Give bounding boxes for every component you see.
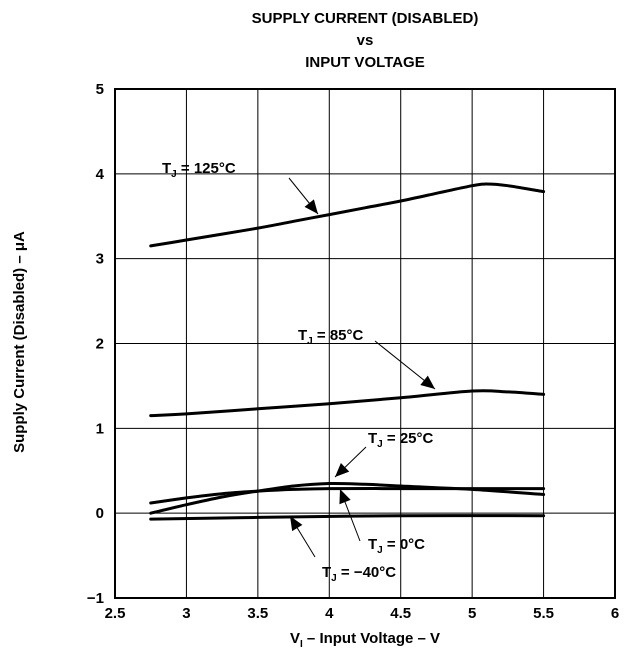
y-tick-label: 2 [96,336,104,353]
annotation-arrowhead-0 [304,199,318,214]
series-line-4 [149,514,546,521]
x-tick-label: 3 [182,605,190,622]
series-line-3 [149,487,546,505]
chart-title-line-1: SUPPLY CURRENT (DISABLED) [252,10,479,27]
x-tick-label: 4.5 [390,605,411,622]
y-tick-label: 4 [96,166,105,183]
x-tick-label: 6 [611,605,619,622]
annotation-arrowhead-1 [420,375,435,389]
annotation-arrowhead-4 [290,516,303,532]
annotation-125c: TJ = 125°C [162,160,236,180]
grid [115,89,615,598]
y-tick-label: −1 [87,590,104,607]
annotation-arrowhead-3 [339,489,351,505]
annotation-arrowhead-2 [335,462,350,477]
y-tick-label: 0 [96,505,104,522]
plot-frame [114,88,616,599]
annotation-arrows [288,177,436,558]
series-lines [149,182,546,521]
y-axis-label: Supply Current (Disabled) – μA [11,231,28,453]
annotation-0c: TJ = 0°C [368,536,425,556]
y-tick-label: 5 [96,81,104,98]
chart-title-line-2: vs [357,32,374,49]
x-tick-label: 5.5 [533,605,554,622]
annotation-25c: TJ = 25°C [368,430,434,450]
y-tick-label: 3 [96,251,104,268]
x-tick-label: 4 [325,605,334,622]
annotation-85c: TJ = 85°C [298,327,364,347]
x-axis-label: VI – Input Voltage – V [290,630,440,650]
x-tick-label: 5 [468,605,476,622]
tick-labels: 2.5 3 3.5 4 4.5 5 5.5 6 −1 0 1 2 3 4 5 [87,81,619,622]
series-line-1 [149,389,546,418]
x-tick-label: 3.5 [247,605,268,622]
annotation-minus40c: TJ = −40°C [322,564,396,584]
series-line-0 [149,182,546,248]
x-tick-label: 2.5 [105,605,126,622]
chart-title-line-3: INPUT VOLTAGE [305,54,424,71]
y-tick-label: 1 [96,420,104,437]
